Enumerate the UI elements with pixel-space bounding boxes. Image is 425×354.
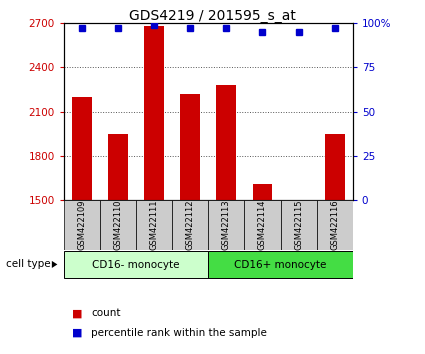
Text: GSM422111: GSM422111 (150, 200, 159, 250)
Text: count: count (91, 308, 121, 318)
Bar (208, 251, 353, 278)
Text: GSM422112: GSM422112 (186, 200, 195, 250)
Polygon shape (52, 261, 57, 268)
Text: CD16+ monocyte: CD16+ monocyte (234, 259, 327, 270)
Bar (325, 133, 345, 200)
Bar (280, 200, 317, 250)
Text: cell type: cell type (6, 259, 50, 269)
Bar (252, 184, 272, 200)
Bar (100, 200, 136, 250)
Bar (317, 200, 353, 250)
Text: GDS4219 / 201595_s_at: GDS4219 / 201595_s_at (129, 9, 296, 23)
Bar (64, 251, 208, 278)
Bar (64, 200, 100, 250)
Bar (172, 200, 208, 250)
Bar (180, 94, 200, 200)
Bar (208, 200, 244, 250)
Text: ■: ■ (72, 328, 83, 338)
Text: ■: ■ (72, 308, 83, 318)
Bar (144, 26, 164, 200)
Bar (216, 85, 236, 200)
Text: GSM422114: GSM422114 (258, 200, 267, 250)
Bar (136, 200, 172, 250)
Text: CD16- monocyte: CD16- monocyte (92, 259, 180, 270)
Text: GSM422109: GSM422109 (77, 200, 86, 250)
Text: GSM422116: GSM422116 (330, 199, 339, 250)
Text: GSM422110: GSM422110 (113, 200, 122, 250)
Text: percentile rank within the sample: percentile rank within the sample (91, 328, 267, 338)
Text: GSM422115: GSM422115 (294, 200, 303, 250)
Bar (108, 133, 128, 200)
Text: GSM422113: GSM422113 (222, 199, 231, 250)
Bar (72, 97, 92, 200)
Bar (244, 200, 280, 250)
